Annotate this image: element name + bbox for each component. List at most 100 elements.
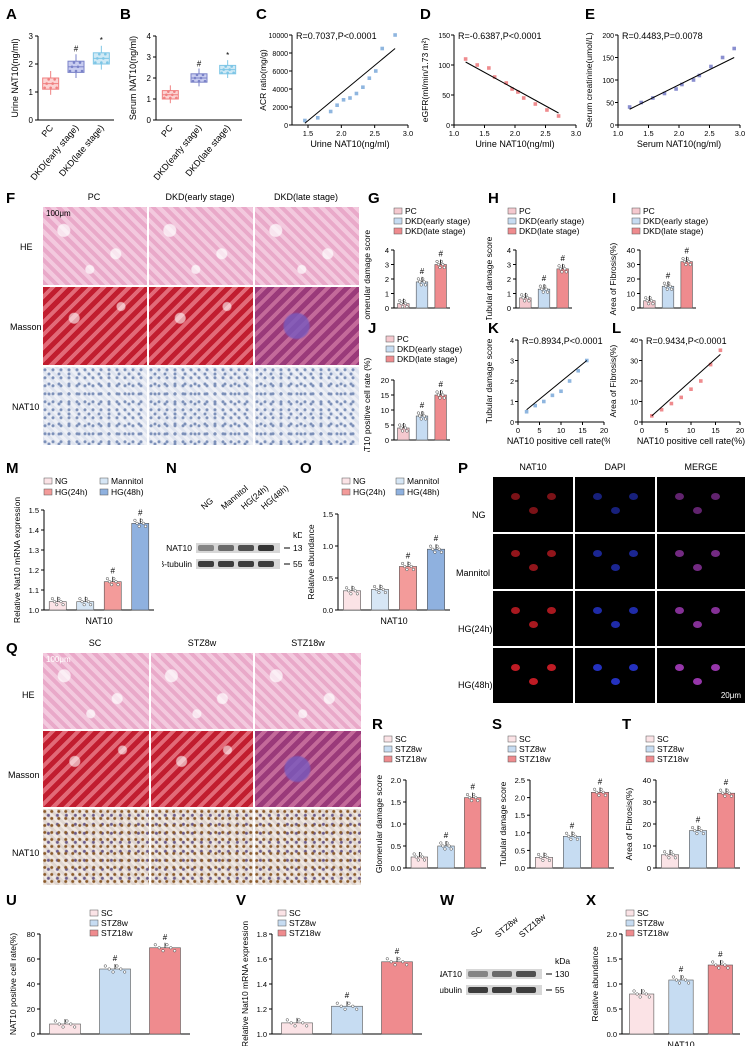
Q-scalebar: 100μm (46, 655, 71, 664)
panel-letter-S: S (492, 716, 503, 733)
chart-H-legend-swatch-2 (507, 227, 517, 235)
cell-nucleus (711, 493, 720, 500)
chart-V-dot-2 (401, 960, 405, 964)
chart-X-dot-0 (638, 995, 642, 999)
chart-C-xlabel: Urine NAT10(ng/ml) (310, 139, 389, 149)
panel-letter-I: I (612, 190, 617, 207)
chart-V-dot-1 (347, 1001, 351, 1005)
panel-letter-A: A (6, 6, 17, 23)
chart-O-legend-3: HG(48h) (407, 487, 440, 497)
chart-K-ylabel: Tubular damage score (486, 338, 494, 423)
panel-letter-Q: Q (6, 640, 18, 657)
chart-E-point-3 (662, 91, 667, 96)
chart-U-legend-swatch-0 (89, 909, 99, 917)
chart-T-ylabel: Area of Fibrosis(%) (624, 787, 634, 860)
panel-letter-C: C (256, 6, 267, 23)
chart-M-bar-0 (48, 601, 67, 611)
Q-col-SC: SC (88, 638, 102, 648)
chart-J-dot-1 (416, 411, 420, 415)
cell-nucleus (547, 664, 556, 671)
chart-D-fit-line (465, 61, 559, 114)
chart-C-point-10 (380, 46, 385, 51)
chart-M-ytick-label: 1.2 (29, 566, 39, 575)
chart-U-dot-0 (53, 1019, 57, 1023)
chart-B-dot-1 (195, 73, 199, 77)
chart-U-dot-0 (65, 1019, 69, 1023)
chart-U-dot-2 (165, 943, 169, 947)
chart-K-point-5 (567, 379, 572, 383)
chart-U-dot-2 (169, 946, 173, 950)
chart-T-dot-2 (723, 794, 727, 798)
chart-E-ytick-label: 0 (610, 123, 614, 130)
chart-T-bar-2 (717, 792, 735, 869)
chart-X-dot-0 (641, 989, 645, 993)
chart-G-dot-1 (422, 280, 426, 284)
chart-L-fit-line (651, 353, 721, 417)
chart-N-band-label-1: β-tubulin (162, 559, 192, 569)
F-he-early (148, 206, 254, 286)
panel-letter-J: J (368, 320, 377, 337)
chart-N-band-0-0 (198, 545, 214, 551)
chart-X-bar-1 (668, 979, 694, 1035)
chart-I-legend-1: DKD(early stage) (643, 216, 708, 226)
chart-N-band-0-2 (238, 545, 254, 551)
chart-W-band-1-1 (492, 987, 512, 993)
chart-J-ytick-label: 5 (385, 421, 389, 430)
chart-M-bar-3 (131, 523, 150, 611)
F-he-late (254, 206, 360, 286)
chart-O-dot-1 (377, 590, 381, 595)
chart-K-xtick-label: 10 (557, 426, 565, 435)
chart-G-dot-2 (442, 265, 446, 270)
Q-row-Masson: Masson (8, 770, 40, 780)
chart-V-dot-0 (289, 1021, 293, 1025)
chart-H-bar-2 (556, 268, 569, 309)
chart-M-xlabel: NAT10 (85, 616, 112, 626)
chart-O-dot-3 (437, 547, 441, 551)
chart-U-dot-1 (107, 967, 111, 971)
chart-G-dot-2 (438, 265, 442, 270)
panel-letter-T: T (622, 716, 632, 733)
cell-nucleus (529, 621, 538, 628)
cell-nucleus (629, 664, 638, 671)
chart-A-dot-2 (104, 52, 107, 56)
chart-O-legend-swatch-2 (341, 488, 351, 496)
chart-K-point-3 (550, 393, 555, 398)
chart-I: 0 10 20 30 40 Area of Fibrosis(%) # # PCDKD(earl… (610, 206, 708, 315)
chart-E-point-0 (627, 105, 632, 109)
chart-H-dot-0 (527, 299, 531, 303)
chart-X-dot-0 (644, 992, 648, 996)
chart-M-legend-swatch-3 (99, 488, 109, 496)
chart-L-point-3 (679, 395, 683, 400)
cell-nucleus (711, 664, 720, 671)
chart-A-dot-2 (94, 61, 97, 64)
chart-N-band-0-3 (258, 545, 274, 551)
chart-B-ytick-label: 3 (147, 53, 152, 62)
chart-B-dot-1 (201, 73, 205, 77)
chart-I-ytick-label: 40 (627, 246, 635, 255)
chart-C-point-0 (303, 118, 307, 123)
chart-L-ytick-label: 0 (634, 420, 638, 427)
chart-S-dot-2 (593, 787, 597, 791)
chart-X-bar-2 (707, 964, 733, 1035)
chart-U-dot-1 (111, 970, 115, 974)
chart-D-point-5 (510, 87, 514, 91)
chart-G-dot-0 (405, 305, 409, 309)
chart-R-dot-0 (422, 858, 427, 862)
chart-X-dot-2 (720, 960, 724, 964)
chart-I-dot-0 (649, 299, 654, 303)
chart-A-dot-1 (80, 69, 84, 73)
chart-U-dot-0 (57, 1022, 61, 1026)
chart-S-ytick-label: 0.5 (515, 846, 525, 855)
chart-B-ytick-label: 2 (147, 74, 152, 83)
chart-H-dot-2 (563, 267, 567, 271)
chart-G-dot-2 (441, 262, 445, 267)
chart-B-dot-2 (226, 71, 229, 75)
chart-R: 0.0 0.5 1.0 1.5 2.0 Glomerular damage score # #… (374, 734, 486, 873)
chart-A-dot-0 (45, 82, 48, 85)
chart-E-xtick-label: 1.0 (613, 129, 623, 138)
chart-H-mark-2: # (560, 254, 565, 263)
chart-H-legend-1: DKD(early stage) (519, 216, 584, 226)
Q-masson-sc (42, 730, 150, 808)
